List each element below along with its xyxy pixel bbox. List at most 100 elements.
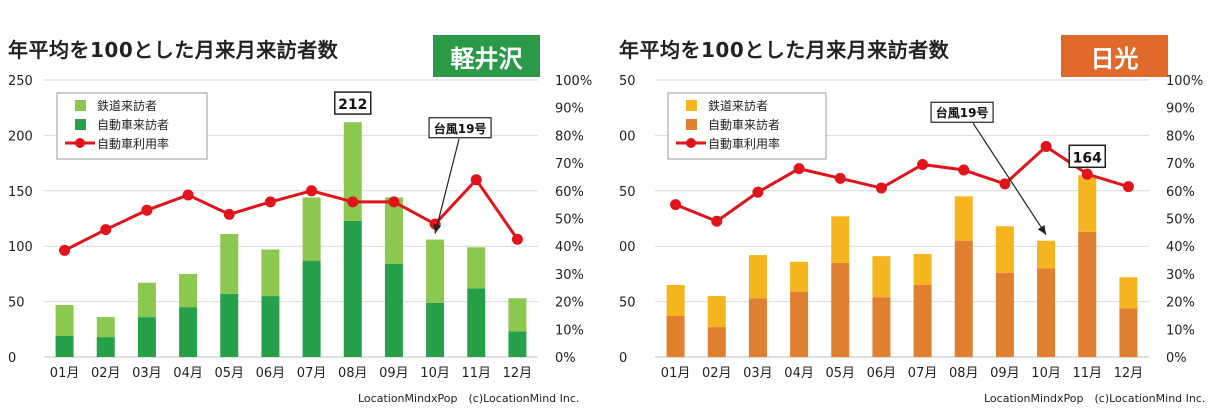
x-tick-label: 07月: [297, 366, 327, 381]
bar: [831, 262, 850, 357]
typhoon-callout-label: 台風19号: [936, 105, 989, 120]
bar: [343, 122, 362, 221]
y2-tick-label: 80%: [555, 129, 584, 144]
rate-line: [675, 144, 1129, 223]
y2-tick-label: 50%: [1166, 213, 1195, 228]
legend-label: 自動車利用率: [97, 136, 169, 151]
bar: [831, 216, 850, 263]
y2-tick-label: 20%: [555, 296, 584, 311]
bar: [426, 239, 445, 303]
x-tick-label: 12月: [1114, 366, 1144, 381]
bar: [179, 307, 198, 357]
bar: [1119, 277, 1138, 309]
bar: [707, 327, 726, 357]
y-tick-label: 250: [8, 74, 33, 89]
y2-tick-label: 30%: [1166, 268, 1195, 283]
bar: [426, 302, 445, 357]
rate-point: [264, 196, 276, 208]
bar: [508, 331, 527, 357]
karuizawa-chart: 0 50 100 150 200 250 0% 10% 20% 30% 40% 50% 60% 70% 80…: [8, 74, 592, 381]
x-tick-label: 09月: [379, 366, 409, 381]
x-tick-label: 03月: [743, 366, 773, 381]
x-tick-label: 01月: [661, 366, 691, 381]
rate-point: [511, 233, 523, 245]
rate-point: [182, 189, 194, 201]
legend-label: 自動車利用率: [708, 136, 780, 151]
typhoon-callout-box: [930, 101, 994, 123]
bar: [790, 291, 809, 357]
bar: [748, 255, 767, 299]
bar: [96, 337, 115, 357]
bar: [707, 296, 726, 328]
x-tick-label: 04月: [173, 366, 203, 381]
y2-tick-label: 100%: [555, 74, 592, 89]
rate-point: [470, 174, 482, 186]
x-tick-label: 07月: [908, 366, 938, 381]
x-tick-label: 03月: [132, 366, 162, 381]
rate-point: [388, 196, 400, 208]
y2-tick-label: 50%: [555, 213, 584, 228]
x-tick-label: 12月: [503, 366, 533, 381]
bar: [137, 317, 156, 357]
legend-swatch-rail: [75, 100, 86, 111]
y-tick-label: 50: [619, 74, 636, 89]
y-tick-label: 0: [619, 351, 627, 366]
y2-tick-label: 20%: [1166, 296, 1195, 311]
bar: [508, 298, 527, 332]
x-tick-label: 02月: [702, 366, 732, 381]
rate-point: [141, 204, 153, 216]
bar: [302, 260, 321, 357]
rate-point: [1040, 140, 1052, 152]
bar: [220, 234, 239, 294]
x-tick-label: 06月: [867, 366, 897, 381]
legend-label: 鉄道来訪者: [708, 98, 768, 113]
karuizawa-chart-panel: 年平均を100とした月来月来訪者数 軽井沢 0 50 100 150 200 250 0% 1…: [0, 0, 610, 415]
legend-swatch-rail: [686, 100, 697, 111]
x-tick-label: 08月: [949, 366, 979, 381]
location-badge: 日光: [1061, 35, 1168, 77]
bar: [220, 293, 239, 357]
x-tick-label: 11月: [461, 366, 491, 381]
total-callout-label: 212: [338, 97, 367, 113]
rate-point: [793, 163, 805, 175]
bar: [954, 196, 973, 241]
y2-tick-label: 70%: [555, 157, 584, 172]
legend-marker: [75, 138, 85, 148]
total-callout-box: [1068, 144, 1106, 169]
x-tick-label: 11月: [1072, 366, 1102, 381]
y-tick-label: 100: [8, 240, 33, 255]
bar: [790, 261, 809, 292]
credit-text: LocationMindxPop (c)LocationMind Inc.: [984, 392, 1206, 405]
bar: [1037, 268, 1056, 357]
bar: [872, 297, 891, 357]
rate-point: [59, 244, 71, 256]
rate-point: [875, 182, 887, 194]
y-tick-label: 50: [619, 185, 636, 200]
typhoon-arrow-line: [434, 138, 460, 234]
credit-text: LocationMindxPop (c)LocationMind Inc.: [358, 392, 580, 405]
bar: [179, 273, 198, 308]
x-tick-label: 06月: [256, 366, 286, 381]
legend-swatch-car: [75, 119, 86, 130]
total-callout-label: 164: [1073, 150, 1102, 166]
bar: [261, 296, 280, 357]
rate-point: [711, 215, 723, 227]
rate-point: [1122, 181, 1134, 193]
bar: [995, 226, 1014, 273]
typhoon-arrow-head: [433, 223, 442, 234]
legend-label: 鉄道来訪者: [97, 98, 157, 113]
y2-tick-label: 90%: [555, 102, 584, 117]
rate-point: [670, 199, 682, 211]
rate-point: [752, 186, 764, 198]
bar: [913, 253, 932, 285]
x-tick-label: 09月: [990, 366, 1020, 381]
legend-marker: [686, 138, 696, 148]
rate-point: [958, 164, 970, 176]
bar: [384, 197, 403, 264]
chart-title: 年平均を100とした月来月来訪者数: [8, 38, 339, 62]
total-callout-box: [334, 91, 372, 115]
legend-label: 自動車来訪者: [708, 117, 780, 132]
rate-point: [999, 178, 1011, 190]
rate-point: [834, 172, 846, 184]
y2-tick-label: 60%: [555, 185, 584, 200]
